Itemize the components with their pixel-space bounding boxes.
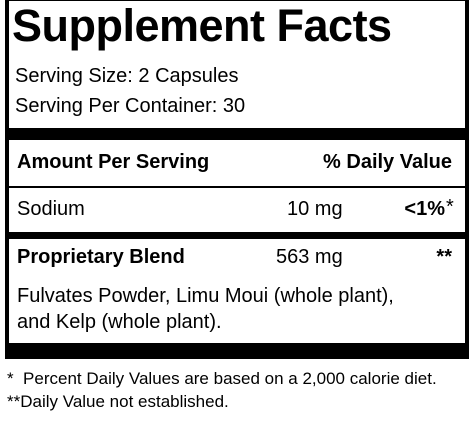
blend-description: and Kelp (whole plant). bbox=[17, 311, 222, 333]
divider-thin bbox=[5, 186, 469, 188]
blend-description: Fulvates Powder, Limu Moui (whole plant)… bbox=[17, 285, 394, 307]
serving-size: Serving Size: 2 Capsules bbox=[15, 65, 239, 87]
nutrient-amount: 10 mg bbox=[287, 198, 343, 220]
daily-value-header: % Daily Value bbox=[323, 151, 452, 173]
amount-header: Amount Per Serving bbox=[17, 151, 210, 173]
nutrient-daily-value: <1% bbox=[404, 198, 445, 220]
nutrient-name: Sodium bbox=[17, 198, 85, 220]
footnote-mark: * bbox=[446, 196, 454, 218]
blend-daily-value: ** bbox=[436, 246, 452, 268]
footnote: **Daily Value not established. bbox=[7, 392, 229, 411]
blend-name: Proprietary Blend bbox=[17, 246, 185, 268]
divider-thick bbox=[5, 128, 469, 140]
divider-medium bbox=[5, 232, 469, 239]
footnote: * Percent Daily Values are based on a 2,… bbox=[7, 369, 437, 388]
divider-thick bbox=[5, 343, 469, 357]
title: Supplement Facts bbox=[12, 0, 392, 51]
facts-panel bbox=[5, 0, 469, 359]
servings-per-container: Serving Per Container: 30 bbox=[15, 95, 246, 117]
blend-amount: 563 mg bbox=[276, 246, 343, 268]
